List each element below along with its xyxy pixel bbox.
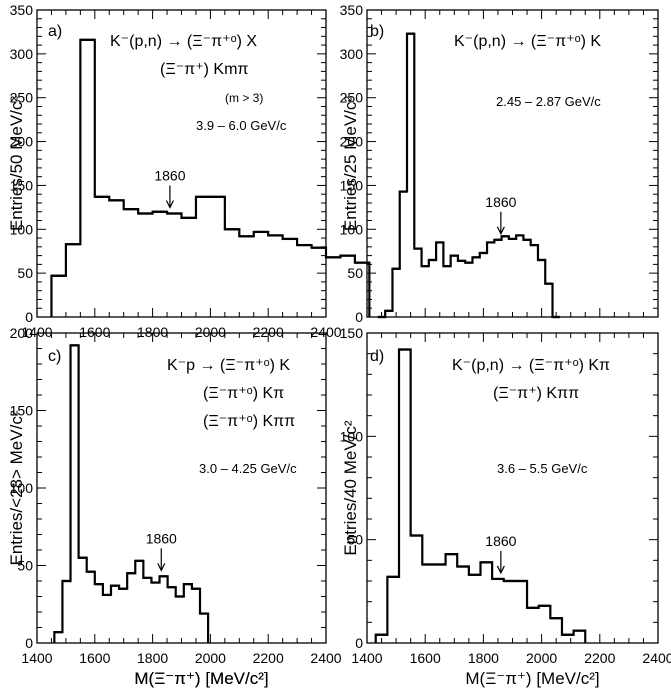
y-tick-label: 50 — [17, 265, 33, 281]
arrow-head — [496, 565, 505, 575]
y-tick-label: 150 — [340, 325, 364, 341]
arrow-label: 1860 — [485, 194, 516, 210]
y-tick-label: 300 — [340, 46, 364, 62]
y-tick-label: 50 — [17, 558, 33, 574]
chart-panel-4: 0 50 100 150 1400 1600 1800 2000 2200 2400 Entries… — [340, 325, 671, 688]
chart-panel-2: 0 50 100 150 200 250 300 350 Entries/25 MeV/c² b)… — [340, 2, 659, 325]
annotation-text: 2.45 – 2.87 GeV/c — [496, 94, 601, 109]
y-tick-label: 250 — [340, 90, 364, 106]
x-tick-label: 1400 — [21, 324, 52, 340]
y-tick-label: 250 — [10, 90, 34, 106]
y-tick-label: 150 — [340, 177, 364, 193]
annotation-text: K⁻(p,n) → (Ξ⁻π⁺ᵒ) K — [454, 33, 601, 50]
y-tick-label: 100 — [340, 221, 364, 237]
annotation-text: 3.6 – 5.5 GeV/c — [497, 461, 588, 476]
y-axis-label: Entries/25 MeV/c² — [341, 96, 360, 231]
y-tick-label: 100 — [10, 480, 34, 496]
y-tick-label: 150 — [10, 403, 34, 419]
plot-frame — [366, 9, 659, 318]
annotation-text: (Ξ⁻π⁺) Kππ — [493, 385, 579, 402]
y-tick-label: 0 — [355, 309, 363, 325]
x-tick-label: 1800 — [137, 650, 168, 666]
y-tick-label: 0 — [355, 635, 363, 651]
histogram-series — [50, 38, 371, 317]
annotation-text: (m > 3) — [225, 91, 263, 105]
annotation-text: K⁻p → (Ξ⁻π⁺ᵒ) K — [167, 357, 290, 374]
annotation-text: (Ξ⁻π⁺ᵒ) Kπ — [203, 385, 284, 402]
x-tick-label: 2200 — [584, 650, 615, 666]
panel-label: d) — [370, 348, 384, 365]
y-axis-label: Entries/40 MeV/c² — [341, 420, 360, 555]
x-tick-label: 2400 — [310, 324, 341, 340]
x-tick-label: 2000 — [195, 324, 226, 340]
histogram-series — [377, 32, 560, 319]
annotation-text: (Ξ⁻π⁺) Kmπ — [160, 61, 248, 78]
y-tick-label: 50 — [347, 532, 363, 548]
x-tick-label: 2000 — [195, 650, 226, 666]
x-axis-label: M(Ξ⁻π⁺) [MeV/c²] — [134, 669, 268, 688]
y-tick-label: 150 — [10, 177, 34, 193]
annotation-text: 3.0 – 4.25 GeV/c — [199, 461, 297, 476]
x-tick-label: 1800 — [137, 324, 168, 340]
x-tick-label: 1800 — [468, 650, 499, 666]
x-tick-label: 2200 — [253, 650, 284, 666]
x-tick-label: 2400 — [642, 650, 671, 666]
y-tick-label: 0 — [25, 309, 33, 325]
arrow-label: 1860 — [154, 167, 185, 183]
annotation-text: 3.9 – 6.0 GeV/c — [196, 118, 287, 133]
x-tick-label: 1600 — [79, 324, 110, 340]
x-tick-label: 1400 — [351, 650, 382, 666]
x-tick-label: 1400 — [21, 650, 52, 666]
arrow-head — [157, 563, 166, 572]
annotation-text: K⁻(p,n) → (Ξ⁻π⁺ᵒ) X — [110, 33, 257, 50]
y-axis-label: Entries/50 MeV/c² — [7, 96, 26, 231]
x-tick-label: 1600 — [79, 650, 110, 666]
y-tick-label: 200 — [10, 325, 34, 341]
annotation-text: K⁻(p,n) → (Ξ⁻π⁺ᵒ) Kπ — [452, 357, 610, 374]
y-tick-label: 200 — [10, 134, 34, 150]
y-tick-label: 300 — [10, 46, 34, 62]
y-tick-label: 50 — [347, 265, 363, 281]
arrow-label: 1860 — [146, 530, 177, 546]
histogram-series — [53, 344, 210, 643]
panel-label: a) — [48, 23, 62, 40]
panel-label: b) — [370, 23, 384, 40]
y-tick-label: 350 — [10, 2, 34, 18]
y-tick-label: 100 — [340, 428, 364, 444]
x-tick-label: 2000 — [526, 650, 557, 666]
x-tick-label: 1600 — [410, 650, 441, 666]
y-axis-label: Entries/<28> MeV/c² — [7, 410, 26, 565]
x-tick-label: 2400 — [310, 650, 341, 666]
x-axis-label: M(Ξ⁻π⁺) [MeV/c²] — [465, 669, 599, 688]
x-tick-label: 2200 — [253, 324, 284, 340]
y-tick-label: 350 — [340, 2, 364, 18]
arrow-label: 1860 — [485, 533, 516, 549]
x-axis-label: M(Ξ⁻π⁺) [MeV/c²] — [134, 669, 268, 688]
annotation-text: (Ξ⁻π⁺ᵒ) Kππ — [203, 413, 295, 430]
arrow-head — [496, 226, 505, 236]
y-tick-label: 200 — [340, 134, 364, 150]
y-tick-label: 0 — [25, 635, 33, 651]
y-tick-label: 100 — [10, 221, 34, 237]
arrow-head — [165, 200, 174, 209]
panel-label: c) — [48, 348, 61, 365]
